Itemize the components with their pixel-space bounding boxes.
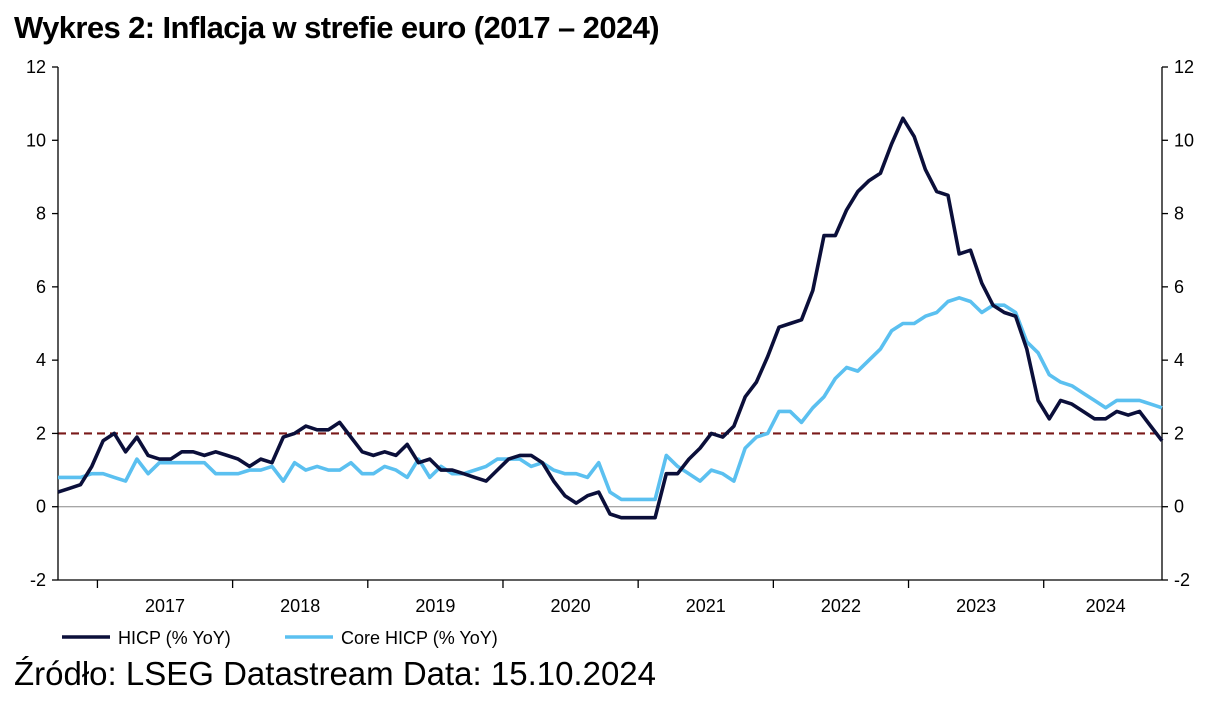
y-tick-label-left: 4 (36, 350, 46, 370)
y-tick-label-right: 4 (1174, 350, 1184, 370)
y-tick-label-right: 6 (1174, 277, 1184, 297)
y-tick-label-right: -2 (1174, 570, 1190, 590)
y-tick-label-right: 10 (1174, 130, 1194, 150)
x-tick-label: 2022 (821, 596, 861, 616)
x-tick-label: 2023 (956, 596, 996, 616)
x-tick-label: 2020 (551, 596, 591, 616)
y-tick-label-left: 2 (36, 423, 46, 443)
y-tick-label-right: 12 (1174, 57, 1194, 77)
x-tick-label: 2019 (415, 596, 455, 616)
x-tick-label: 2017 (145, 596, 185, 616)
source-note: Źródło: LSEG Datastream Data: 15.10.2024 (14, 655, 657, 692)
y-tick-label-left: -2 (30, 570, 46, 590)
x-tick-label: 2024 (1086, 596, 1126, 616)
legend-label: HICP (% YoY) (118, 628, 231, 648)
legend-label: Core HICP (% YoY) (341, 628, 498, 648)
y-tick-label-left: 6 (36, 277, 46, 297)
y-tick-label-left: 8 (36, 204, 46, 224)
y-tick-label-right: 2 (1174, 423, 1184, 443)
y-tick-label-left: 12 (26, 57, 46, 77)
y-tick-label-right: 0 (1174, 497, 1184, 517)
chart-title: Wykres 2: Inflacja w strefie euro (2017 … (14, 10, 660, 45)
y-tick-label-left: 0 (36, 497, 46, 517)
x-tick-label: 2018 (280, 596, 320, 616)
y-tick-label-right: 8 (1174, 204, 1184, 224)
x-tick-label: 2021 (686, 596, 726, 616)
hicp-series-line (57, 116, 1164, 520)
core-hicp-series-line (58, 296, 1163, 502)
y-tick-label-left: 10 (26, 130, 46, 150)
